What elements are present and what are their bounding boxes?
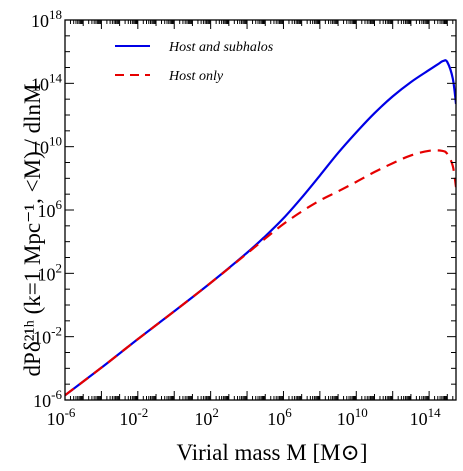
x-tick-label: 106 — [267, 405, 292, 429]
tick-base: 10 — [31, 74, 49, 94]
tick-exponent: 6 — [56, 197, 63, 212]
ticks-layer — [64, 19, 457, 401]
tick-base: 10 — [119, 409, 137, 429]
tick-exponent: 10 — [355, 405, 368, 420]
tick-exponent: 14 — [49, 70, 63, 85]
tick-exponent: 2 — [212, 405, 219, 420]
y-tick-label: 1010 — [31, 134, 62, 158]
y-tick-label: 102 — [38, 260, 63, 284]
tick-exponent: -2 — [51, 324, 62, 339]
y-tick-label: 1014 — [31, 70, 63, 94]
x-tick-label: 10-2 — [119, 405, 148, 429]
series-line-host-and-subhalos — [65, 59, 456, 397]
tick-base: 10 — [33, 328, 51, 348]
tick-base: 10 — [31, 138, 49, 158]
tick-exponent: -2 — [137, 405, 148, 420]
tick-base: 10 — [337, 409, 355, 429]
legend-label-host-and-subhalos: Host and subhalos — [168, 40, 274, 55]
x-axis-label: Virial mass M [M⊙] — [176, 440, 367, 465]
tick-base: 10 — [38, 264, 56, 284]
x-tick-label: 1010 — [337, 405, 368, 429]
tick-exponent: 10 — [49, 134, 62, 149]
y-tick-label: 106 — [38, 197, 63, 221]
tick-exponent: 6 — [285, 405, 292, 420]
y-tick-label: 10-6 — [33, 387, 62, 411]
tick-exponent: 14 — [428, 405, 442, 420]
x-tick-label: 10-6 — [47, 405, 76, 429]
plot-frame — [64, 19, 457, 401]
tick-exponent: 18 — [49, 7, 62, 22]
tick-base: 10 — [47, 409, 65, 429]
series-layer — [65, 59, 456, 397]
y-tick-label: 1018 — [31, 7, 62, 31]
tick-base: 10 — [267, 409, 285, 429]
x-tick-labels: 10-6 10-2 102 106 1010 1014 — [47, 405, 442, 429]
y-axis-label-text: dPδ²¹ʰ (k=1 Mpc⁻¹, <M) / dlnM — [20, 84, 45, 377]
x-tick-label: 102 — [194, 405, 219, 429]
tick-base: 10 — [38, 201, 56, 221]
y-tick-label: 10-2 — [33, 324, 62, 348]
tick-base: 10 — [31, 11, 49, 31]
y-axis-label: dPδ²¹ʰ (k=1 Mpc⁻¹, <M) / dlnM — [20, 84, 45, 377]
x-axis-label-text: Virial mass M [M⊙] — [176, 440, 367, 465]
tick-base: 10 — [194, 409, 212, 429]
legend-label-host-only: Host only — [168, 69, 224, 84]
series-line-host-only — [65, 149, 456, 397]
tick-base: 10 — [33, 391, 51, 411]
x-tick-label: 1014 — [410, 405, 442, 429]
tick-exponent: 2 — [56, 260, 63, 275]
tick-base: 10 — [410, 409, 428, 429]
tick-exponent: -6 — [51, 387, 62, 402]
legend: Host and subhalos Host only — [115, 40, 274, 84]
tick-exponent: -6 — [65, 405, 76, 420]
